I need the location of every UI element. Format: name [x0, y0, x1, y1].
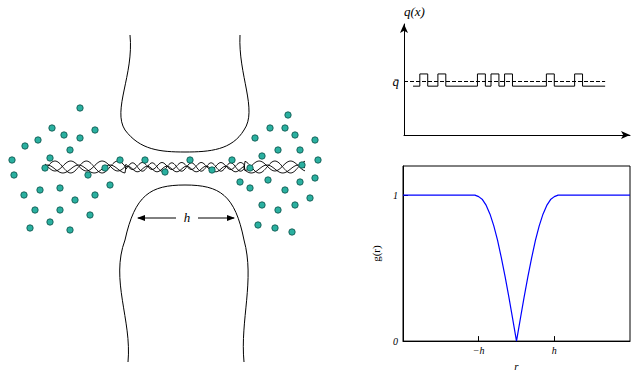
- svg-text:r: r: [514, 360, 519, 372]
- svg-text:0: 0: [393, 336, 398, 347]
- svg-text:−h: −h: [473, 345, 485, 356]
- svg-text:h: h: [184, 210, 191, 225]
- svg-text:q(x): q(x): [404, 4, 425, 19]
- svg-text:g(r): g(r): [370, 245, 383, 262]
- svg-text:q̄: q̄: [393, 74, 400, 89]
- svg-text:1: 1: [393, 190, 398, 201]
- svg-text:h: h: [552, 345, 557, 356]
